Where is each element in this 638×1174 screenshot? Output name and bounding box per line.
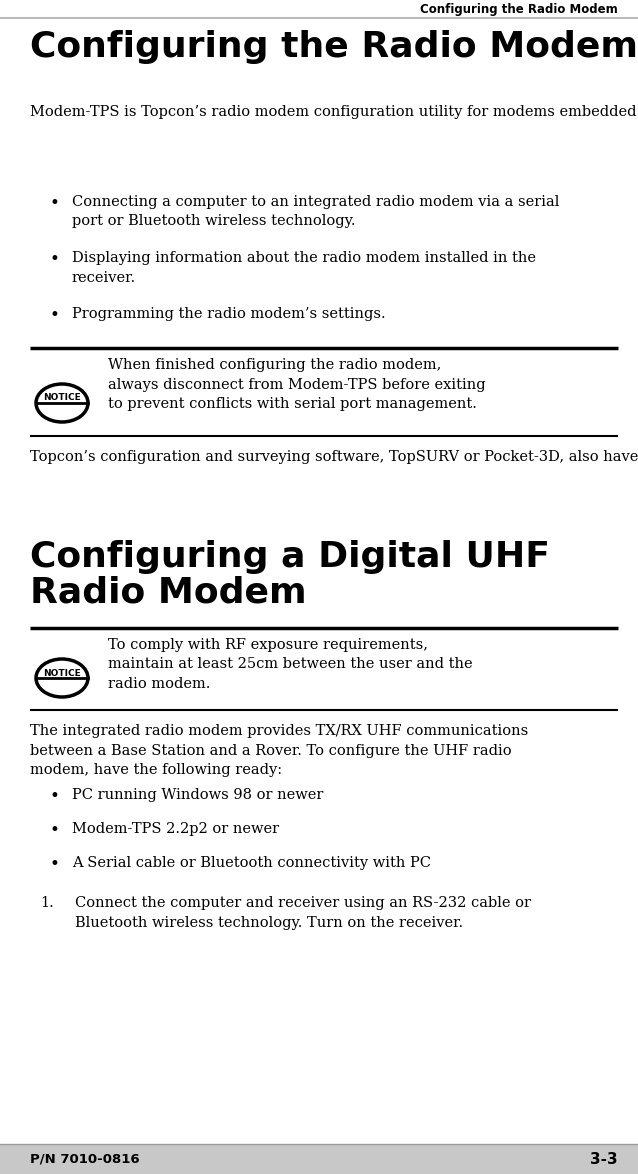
Text: Modem-TPS 2.2p2 or newer: Modem-TPS 2.2p2 or newer [72, 822, 279, 836]
Text: •: • [50, 856, 60, 873]
Text: Configuring the Radio Modem: Configuring the Radio Modem [30, 31, 638, 65]
Text: The integrated radio modem provides TX/RX UHF communications
between a Base Stat: The integrated radio modem provides TX/R… [30, 724, 528, 777]
Text: Configuring the Radio Modem: Configuring the Radio Modem [420, 4, 618, 16]
Text: When finished configuring the radio modem,
always disconnect from Modem-TPS befo: When finished configuring the radio mode… [108, 358, 486, 411]
Text: NOTICE: NOTICE [43, 668, 81, 677]
Text: •: • [50, 195, 60, 212]
Text: Programming the radio modem’s settings.: Programming the radio modem’s settings. [72, 306, 385, 321]
Text: Connecting a computer to an integrated radio modem via a serial
port or Bluetoot: Connecting a computer to an integrated r… [72, 195, 560, 229]
Text: Connect the computer and receiver using an RS-232 cable or
Bluetooth wireless te: Connect the computer and receiver using … [75, 896, 531, 930]
Text: Modem-TPS is Topcon’s radio modem configuration utility for modems embedded in T: Modem-TPS is Topcon’s radio modem config… [30, 104, 638, 120]
Text: PC running Windows 98 or newer: PC running Windows 98 or newer [72, 788, 323, 802]
Text: Topcon’s configuration and surveying software, TopSURV or Pocket-3D, also have t: Topcon’s configuration and surveying sof… [30, 450, 638, 464]
Text: 3-3: 3-3 [590, 1152, 618, 1167]
Text: •: • [50, 306, 60, 324]
Text: A Serial cable or Bluetooth connectivity with PC: A Serial cable or Bluetooth connectivity… [72, 856, 431, 870]
Ellipse shape [36, 384, 88, 421]
Text: To comply with RF exposure requirements,
maintain at least 25cm between the user: To comply with RF exposure requirements,… [108, 637, 473, 691]
Text: •: • [50, 822, 60, 839]
Text: P/N 7010-0816: P/N 7010-0816 [30, 1153, 140, 1166]
Text: 1.: 1. [40, 896, 54, 910]
Ellipse shape [36, 659, 88, 697]
Text: •: • [50, 251, 60, 268]
Text: •: • [50, 788, 60, 805]
Bar [0, 1143, 638, 1174]
Text: Configuring a Digital UHF
Radio Modem: Configuring a Digital UHF Radio Modem [30, 540, 550, 609]
Text: Displaying information about the radio modem installed in the
receiver.: Displaying information about the radio m… [72, 251, 536, 284]
Text: NOTICE: NOTICE [43, 393, 81, 403]
